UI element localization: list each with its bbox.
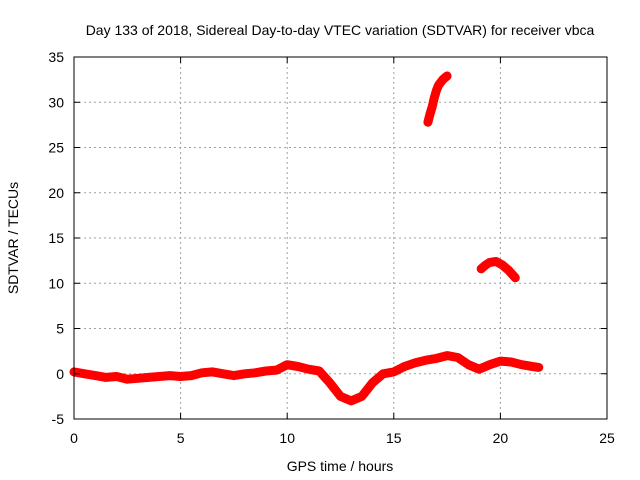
- data-point-marker: [91, 371, 100, 380]
- data-point-marker: [443, 72, 452, 81]
- data-point-marker: [434, 81, 443, 90]
- axis-labels: 0 5 10 15 20 25 -5 0 5 10 15 20 25 30 35: [48, 49, 615, 446]
- data-point-marker: [477, 264, 486, 273]
- data-point-marker: [123, 375, 132, 384]
- data-point-marker: [492, 257, 501, 266]
- y-tick-label: 20: [48, 185, 64, 201]
- data-point-marker: [208, 367, 217, 376]
- y-tick-label: 0: [56, 366, 64, 382]
- data-point-marker: [197, 368, 206, 377]
- data-point-marker: [293, 362, 302, 371]
- data-point-marker: [187, 371, 196, 380]
- axis-ticks: [73, 56, 608, 420]
- data-point-marker: [368, 378, 377, 387]
- data-point-marker: [357, 392, 366, 401]
- data-point-marker: [528, 362, 537, 371]
- data-point-marker: [347, 396, 356, 405]
- data-point-marker: [485, 360, 494, 369]
- data-point-marker: [443, 351, 452, 360]
- series-2: [423, 71, 452, 127]
- x-tick-label: 10: [279, 430, 295, 446]
- data-point-marker: [438, 75, 447, 84]
- data-point-marker: [464, 360, 473, 369]
- x-tick-label: 0: [70, 430, 78, 446]
- y-tick-label: 25: [48, 140, 64, 156]
- data-point-marker: [411, 358, 420, 367]
- data-point-marker: [430, 93, 439, 102]
- series-3: [476, 257, 520, 283]
- grid: [74, 57, 607, 419]
- data-point-marker: [336, 392, 345, 401]
- data-point-marker: [251, 368, 260, 377]
- data-point-marker: [219, 369, 228, 378]
- data-point-marker: [496, 357, 505, 366]
- data-point-marker: [133, 374, 142, 383]
- plot-data: [69, 71, 544, 406]
- data-point-marker: [144, 373, 153, 382]
- data-point-marker: [498, 261, 507, 270]
- y-tick-label: 30: [48, 94, 64, 110]
- data-point-marker: [325, 378, 334, 387]
- x-tick-label: 5: [177, 430, 185, 446]
- data-point-marker: [304, 365, 313, 374]
- data-point-marker: [229, 371, 238, 380]
- data-point-marker: [426, 110, 435, 119]
- data-point-marker: [432, 86, 441, 95]
- data-point-marker: [517, 360, 526, 369]
- series-band: [476, 257, 520, 283]
- data-point-marker: [80, 369, 89, 378]
- data-point-marker: [101, 373, 110, 382]
- data-point-marker: [176, 372, 185, 381]
- data-point-marker: [428, 102, 437, 111]
- data-point-marker: [155, 372, 164, 381]
- y-tick-label: 5: [56, 321, 64, 337]
- data-point-marker: [421, 356, 430, 365]
- x-tick-label: 15: [386, 430, 402, 446]
- data-point-marker: [272, 366, 281, 375]
- series-1: [69, 351, 544, 406]
- y-axis-label: SDTVAR / TECUs: [5, 182, 21, 294]
- data-point-marker: [534, 363, 543, 372]
- data-point-marker: [165, 371, 174, 380]
- data-point-marker: [423, 118, 432, 127]
- data-point-marker: [112, 372, 121, 381]
- data-point-marker: [507, 357, 516, 366]
- x-axis-label: GPS time / hours: [287, 458, 394, 474]
- data-point-marker: [400, 362, 409, 371]
- data-point-marker: [485, 258, 494, 267]
- data-point-marker: [481, 261, 490, 270]
- y-tick-label: 35: [48, 49, 64, 65]
- y-tick-label: -5: [52, 411, 65, 427]
- data-point-marker: [261, 367, 270, 376]
- data-point-marker: [511, 273, 520, 282]
- x-tick-label: 20: [493, 430, 509, 446]
- chart-title: Day 133 of 2018, Sidereal Day-to-day VTE…: [86, 22, 595, 38]
- data-point-marker: [389, 367, 398, 376]
- data-point-marker: [453, 353, 462, 362]
- y-tick-label: 10: [48, 275, 64, 291]
- data-point-marker: [432, 354, 441, 363]
- data-point-marker: [315, 367, 324, 376]
- data-point-marker: [379, 369, 388, 378]
- data-point-marker: [504, 266, 513, 275]
- data-point-marker: [240, 369, 249, 378]
- x-tick-label: 25: [599, 430, 615, 446]
- y-tick-label: 15: [48, 230, 64, 246]
- data-point-marker: [283, 360, 292, 369]
- data-point-marker: [475, 365, 484, 374]
